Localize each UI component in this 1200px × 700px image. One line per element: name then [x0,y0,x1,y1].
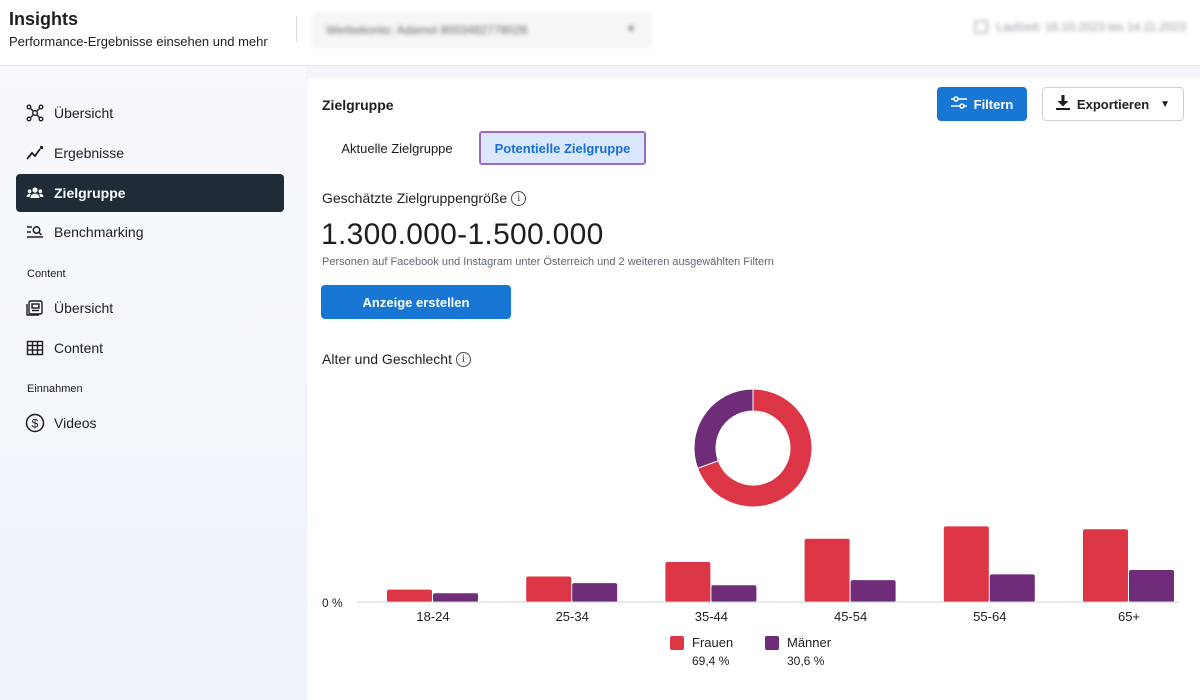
page-subtitle: Performance-Ergebnisse einsehen und mehr [9,34,268,49]
trend-icon [25,143,45,163]
sidebar-item-label: Zielgruppe [54,185,126,201]
sidebar: Übersicht Ergebnisse Zielgruppe Benchmar… [0,67,306,700]
donut-slice-frauen [696,388,813,508]
estimate-label: Geschätzte Zielgruppengröße [322,190,508,206]
calendar-icon [974,20,989,34]
tab-current-audience[interactable]: Aktuelle Zielgruppe [341,140,453,156]
x-tick-label: 55-64 [973,609,1006,624]
x-tick-label: 35-44 [695,609,728,624]
top-header: Insights Performance-Ergebnisse einsehen… [0,0,1200,66]
page-title: Insights [9,9,79,29]
posts-icon [25,298,45,318]
section-title: Zielgruppe [322,97,394,113]
age-gender-chart: 0 % 18-24 25-34 35-44 45-54 55-64 65+ [322,388,1179,624]
download-icon [1055,95,1070,113]
date-range-picker[interactable]: Laufzeit: 16.10.2023 bis 14.11.2023 [974,20,1186,34]
bar-frauen-45-54 [804,538,850,602]
people-icon [25,183,45,203]
bar-frauen-18-24 [387,589,432,602]
sidebar-item-content[interactable]: Content [16,329,284,367]
table-icon [25,338,45,358]
legend-item-women: Frauen 69,4 % [670,635,733,668]
sidebar-item-label: Übersicht [54,300,114,316]
sidebar-item-label: Content [54,340,104,356]
estimate-heading: Geschätzte Zielgruppengröße i [322,190,527,206]
legend-item-men: Männer 30,6 % [765,635,831,668]
sidebar-item-benchmarking[interactable]: Benchmarking [16,213,284,251]
tab-potential-audience[interactable]: Potentielle Zielgruppe [479,131,646,165]
ad-account-select[interactable]: Werbekonto: Adamol 8003482778028 ▼ [312,12,652,48]
export-button[interactable]: Exportieren ▼ [1042,87,1184,121]
caret-down-icon: ▼ [1160,98,1171,110]
sidebar-section-income: Einnahmen [27,383,83,395]
bar-männer-25-34 [572,583,618,602]
export-button-label: Exportieren [1076,96,1150,112]
age-gender-heading: Alter und Geschlecht i [322,351,471,367]
bar-frauen-35-44 [665,562,711,602]
header-divider [296,16,297,42]
chevron-down-icon: ▼ [626,24,636,35]
audience-size-value: 1.300.000-1.500.000 [321,218,604,251]
bar-frauen-55-64 [943,526,989,602]
legend-share-women: 69,4 % [692,654,730,668]
x-tick-label: 45-54 [834,609,867,624]
bar-männer-45-54 [850,580,896,602]
sidebar-section-content: Content [27,268,66,280]
sidebar-item-label: Übersicht [54,105,114,121]
bar-frauen-25-34 [526,576,572,602]
filter-button-label: Filtern [973,96,1014,112]
sidebar-item-label: Videos [54,415,97,431]
sidebar-item-videos[interactable]: $ Videos [16,404,284,442]
legend-swatch-men [765,635,779,650]
bar-frauen-65+ [1083,529,1128,602]
svg-text:$: $ [32,417,39,431]
sidebar-item-label: Ergebnisse [54,145,125,161]
legend-label-women: Frauen [692,635,734,650]
audience-panel: Zielgruppe Filtern Exportieren ▼ Aktuell… [307,78,1200,700]
age-gender-label: Alter und Geschlecht [322,351,452,367]
audience-size-description: Personen auf Facebook und Instagram unte… [322,256,774,268]
dollar-icon: $ [25,413,45,433]
x-tick-label: 65+ [1118,609,1140,624]
legend-label-men: Männer [787,635,832,650]
filter-button[interactable]: Filtern [937,87,1027,121]
y-tick-label: 0 % [322,596,343,610]
sliders-icon [950,95,967,113]
bar-männer-55-64 [989,574,1035,602]
bar-männer-65+ [1129,570,1174,602]
sidebar-item-audience[interactable]: Zielgruppe [16,174,284,212]
legend-swatch-women [670,635,684,650]
x-tick-label: 25-34 [556,609,589,624]
x-tick-label: 18-24 [416,609,449,624]
bar-männer-18-24 [433,593,478,602]
benchmark-icon [25,222,45,242]
info-icon[interactable]: i [455,351,471,367]
info-icon[interactable]: i [511,190,527,206]
donut-slice-männer [693,388,754,469]
legend-share-men: 30,6 % [787,654,825,668]
bar-männer-35-44 [711,585,757,602]
date-range-label: Laufzeit: 16.10.2023 bis 14.11.2023 [996,20,1186,34]
sidebar-item-label: Benchmarking [54,224,144,240]
network-icon [25,103,45,123]
sidebar-item-content-overview[interactable]: Übersicht [16,289,284,327]
ad-account-label: Werbekonto: Adamol 8003482778028 [326,23,528,37]
create-ad-button[interactable]: Anzeige erstellen [321,285,511,319]
sidebar-item-results[interactable]: Ergebnisse [16,134,284,172]
sidebar-item-overview[interactable]: Übersicht [16,94,284,132]
